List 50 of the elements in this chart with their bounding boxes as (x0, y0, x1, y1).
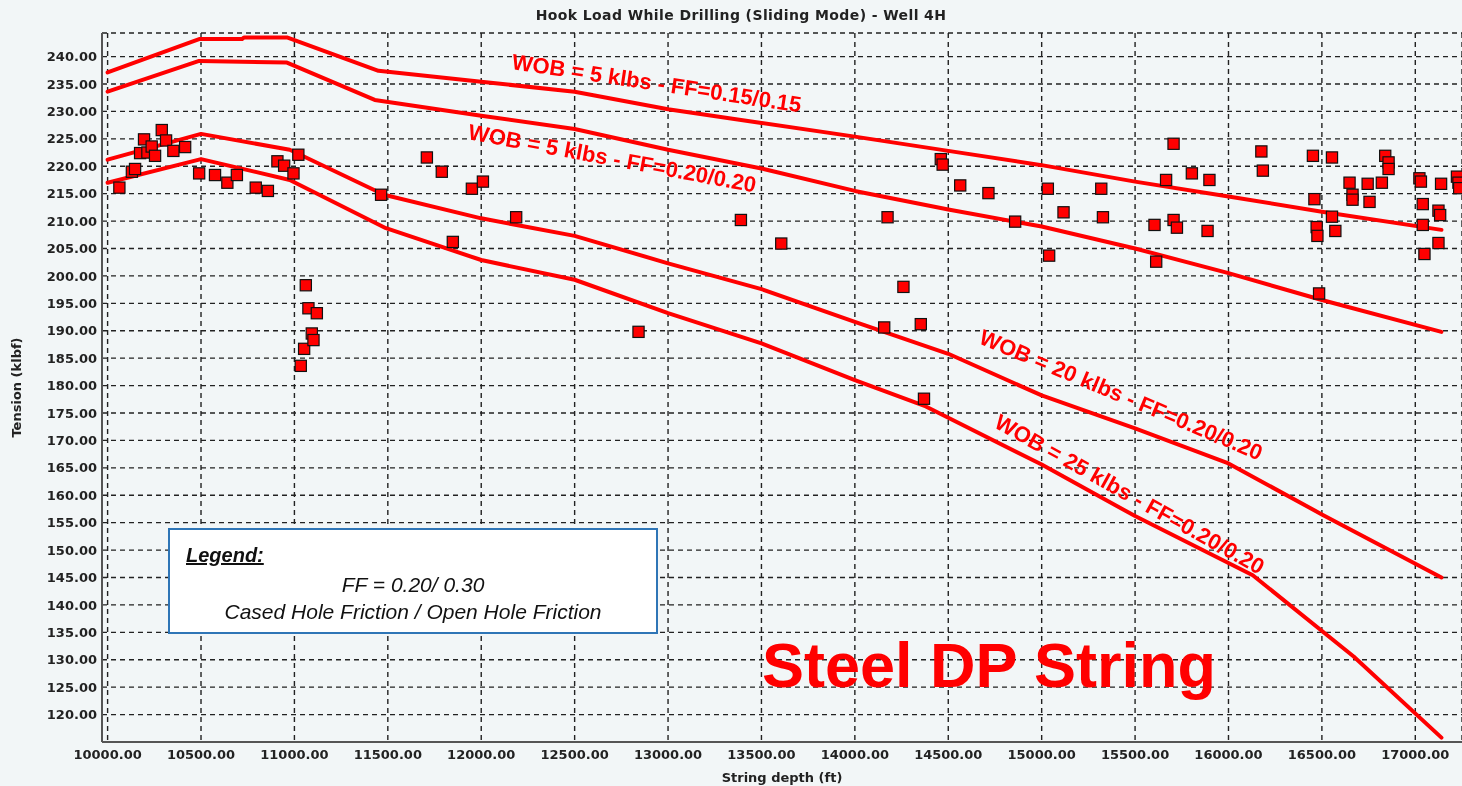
annotation: FF = 0.20/ 0.30 (340, 572, 486, 598)
x-tick-label: 15500.00 (1100, 747, 1170, 763)
y-tick-label: 185.00 (46, 350, 97, 366)
y-tick-label: 195.00 (46, 295, 97, 311)
x-tick-label: 17000.00 (1381, 747, 1450, 763)
y-tick-label: 170.00 (46, 433, 97, 449)
x-tick-label: 16000.00 (1194, 747, 1263, 763)
y-tick-label: 130.00 (46, 652, 97, 668)
y-tick-label: 135.00 (46, 624, 97, 640)
y-tick-label: 215.00 (46, 186, 97, 202)
x-axis-title: String depth (ft) (721, 770, 843, 785)
y-tick-label: 180.00 (46, 378, 97, 394)
annotation: Steel DP String (762, 630, 1216, 700)
x-tick-label: 15000.00 (1007, 747, 1076, 763)
line-series (105, 35, 1444, 232)
x-tick-label: 11000.00 (260, 747, 329, 763)
y-tick-label: 155.00 (46, 515, 97, 531)
y-tick-label: 205.00 (46, 241, 97, 257)
y-tick-label: 120.00 (46, 707, 97, 723)
y-tick-label: 160.00 (46, 487, 97, 503)
y-tick-label: 145.00 (46, 570, 97, 586)
y-tick-label: 235.00 (46, 76, 97, 92)
x-tick-label: 12000.00 (447, 747, 516, 763)
x-tick-label: 11500.00 (353, 747, 422, 763)
y-tick-label: 190.00 (46, 323, 97, 339)
x-tick-label: 14500.00 (914, 747, 983, 763)
y-tick-label: 220.00 (46, 158, 97, 174)
annotation: Legend: (186, 543, 264, 567)
y-tick-label: 175.00 (46, 405, 97, 421)
y-tick-label: 150.00 (46, 542, 97, 558)
y-tick-label: 165.00 (46, 460, 97, 476)
chart-title: Hook Load While Drilling (Sliding Mode) - Well 4H (535, 7, 947, 23)
y-tick-label: 200.00 (46, 268, 97, 284)
y-tick-label: 230.00 (46, 104, 97, 120)
y-tick-label: 140.00 (46, 597, 97, 613)
y-axis-title: Tension (klbf) (8, 337, 24, 438)
x-tick-label: 13500.00 (727, 747, 796, 763)
y-tick-label: 225.00 (46, 131, 97, 147)
annotation: Cased Hole Friction / Open Hole Friction (223, 599, 603, 625)
x-tick-label: 13000.00 (633, 747, 703, 763)
y-tick-label: 210.00 (46, 213, 97, 229)
x-tick-label: 16500.00 (1287, 747, 1357, 763)
y-tick-label: 125.00 (46, 679, 97, 695)
text: WOB = 5 klbs - FF=0.15/0.15 (510, 49, 803, 118)
x-tick-label: 10500.00 (166, 747, 236, 763)
x-tick-label: 12500.00 (540, 747, 609, 763)
y-tick-label: 240.00 (46, 49, 97, 65)
note-box: Legend: FF = 0.20/ 0.30 Cased Hole Friction / Open Hole Friction (168, 528, 658, 634)
x-tick-label: 14000.00 (820, 747, 889, 763)
x-tick-label: 10000.00 (73, 747, 142, 763)
